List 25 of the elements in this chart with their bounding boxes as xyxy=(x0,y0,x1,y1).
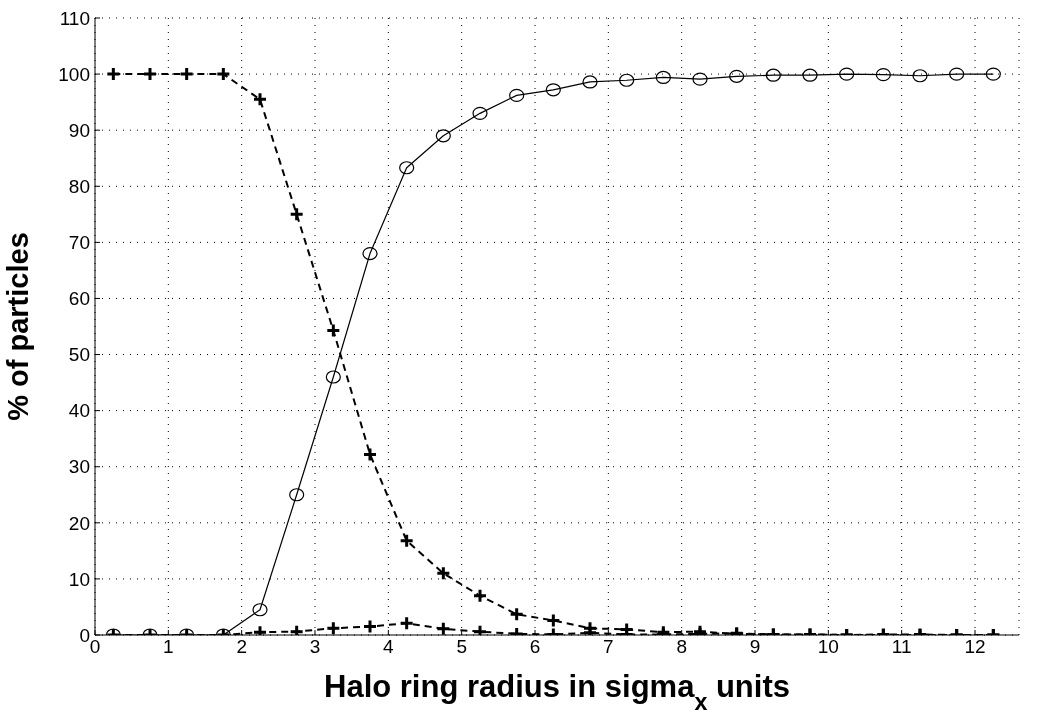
y-tick-label: 110 xyxy=(59,7,90,29)
y-tick-label: 20 xyxy=(68,512,90,534)
x-tick-label: 4 xyxy=(383,636,395,658)
x-axis-title: Halo ring radius in sigma$_{x}$ units xyxy=(324,669,790,715)
x-tick-label: 10 xyxy=(817,636,839,658)
y-tick-label: 10 xyxy=(68,568,90,590)
y-tick-label: 80 xyxy=(68,176,90,198)
y-axis-title: % of particles xyxy=(2,232,34,421)
x-tick-label: 11 xyxy=(891,636,912,658)
x-tick-label: 3 xyxy=(309,636,321,658)
y-tick-label: 50 xyxy=(68,344,90,366)
x-tick-label: 1 xyxy=(163,636,174,658)
x-tick-label: 9 xyxy=(749,636,761,658)
y-tick-label: 100 xyxy=(58,63,90,85)
y-tick-label: 70 xyxy=(68,232,90,254)
x-tick-label: 8 xyxy=(676,636,687,658)
x-tick-label: 2 xyxy=(236,636,247,658)
y-tick-label: 30 xyxy=(68,456,90,478)
y-tick-label: 90 xyxy=(68,119,90,141)
y-tick-label: 60 xyxy=(68,288,90,310)
x-tick-label: 12 xyxy=(964,636,986,658)
x-tick-label: 5 xyxy=(456,636,467,658)
x-tick-label: 7 xyxy=(603,636,614,658)
y-tick-label: 40 xyxy=(68,400,90,422)
x-tick-label: 6 xyxy=(529,636,541,658)
